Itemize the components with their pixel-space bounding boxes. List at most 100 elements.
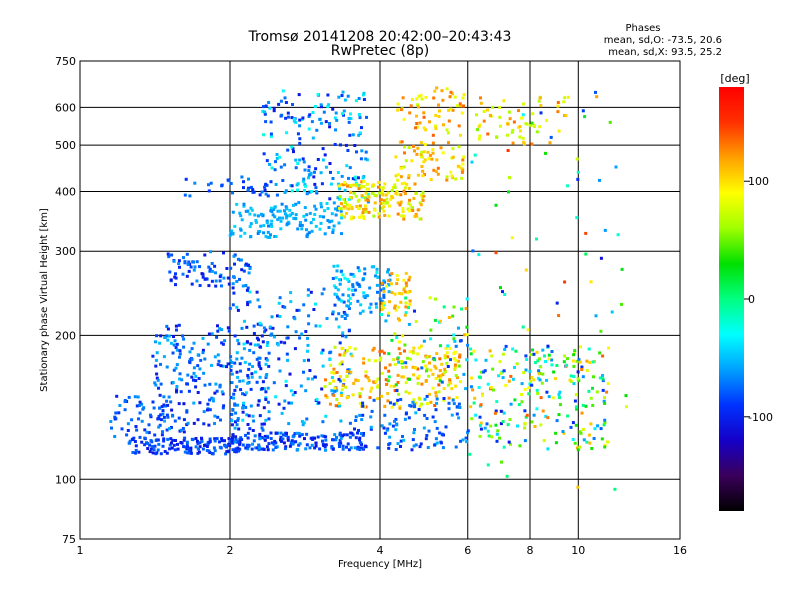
data-point (357, 429, 360, 432)
data-point (218, 385, 222, 389)
data-point (470, 417, 474, 421)
data-point (159, 418, 163, 422)
data-point (413, 149, 416, 153)
data-point (286, 220, 290, 224)
data-point (434, 377, 438, 380)
data-point (386, 392, 390, 395)
data-point (447, 396, 451, 400)
data-point (178, 377, 182, 381)
data-point (530, 383, 534, 387)
data-point (207, 284, 211, 288)
data-point (323, 209, 327, 213)
data-point (246, 423, 250, 426)
data-point (328, 382, 332, 386)
data-point (386, 379, 390, 383)
data-point (205, 449, 209, 452)
data-point (438, 357, 442, 361)
data-point (462, 93, 466, 97)
data-point (216, 363, 220, 367)
data-point (339, 207, 343, 211)
data-point (340, 360, 344, 364)
data-point (374, 302, 378, 306)
data-point (287, 115, 290, 119)
data-point (406, 291, 410, 295)
data-point (413, 215, 417, 218)
data-point (262, 437, 266, 441)
x-tick-label: 10 (571, 544, 585, 557)
data-point (569, 380, 573, 384)
data-point (275, 193, 279, 197)
data-point (288, 372, 292, 376)
data-point (182, 345, 186, 349)
data-point (409, 357, 412, 361)
data-point (324, 448, 327, 452)
data-point (342, 433, 346, 437)
data-point (219, 364, 223, 368)
data-point (238, 379, 242, 383)
data-point (267, 351, 271, 355)
data-point (537, 369, 541, 373)
data-point (295, 431, 299, 435)
data-point (257, 338, 260, 342)
data-point (490, 354, 494, 358)
data-point (576, 485, 580, 489)
data-point (292, 216, 296, 220)
data-point (256, 322, 260, 326)
data-point (366, 198, 370, 202)
data-point (532, 123, 536, 127)
data-point (231, 408, 235, 412)
grid-lines (80, 61, 680, 539)
data-point (595, 95, 599, 99)
data-point (209, 250, 213, 254)
data-point (186, 373, 190, 377)
data-point (399, 108, 403, 112)
data-point (229, 368, 233, 372)
data-point (167, 334, 171, 338)
data-point (478, 375, 481, 379)
data-point (214, 279, 218, 283)
data-point (238, 442, 242, 446)
data-point (358, 215, 362, 219)
data-point (346, 395, 350, 399)
data-point (249, 206, 253, 210)
data-point (301, 423, 305, 427)
data-point (164, 404, 167, 408)
data-point (246, 303, 250, 307)
data-point (182, 337, 186, 341)
data-point (382, 293, 386, 297)
data-point (401, 210, 405, 214)
data-point (115, 394, 119, 398)
data-point (287, 422, 291, 426)
data-point (350, 205, 354, 209)
data-point (332, 371, 336, 375)
data-point (541, 409, 545, 413)
data-point (555, 419, 559, 423)
chart-title: Tromsø 20141208 20:42:00–20:43:43 (248, 29, 512, 45)
y-tick-label: 600 (55, 101, 76, 114)
data-point (573, 351, 576, 355)
data-point (355, 183, 359, 186)
data-point (146, 447, 150, 450)
data-point (356, 266, 360, 270)
data-point (286, 435, 290, 439)
data-point (175, 385, 179, 388)
data-point (495, 400, 499, 404)
data-point (294, 440, 298, 444)
data-point (434, 437, 438, 441)
data-point (239, 388, 243, 392)
data-point (420, 150, 424, 154)
data-point (162, 439, 166, 443)
data-point (305, 417, 309, 421)
data-point (264, 192, 268, 196)
data-point (445, 87, 449, 91)
data-point (396, 317, 400, 321)
data-point (405, 182, 409, 186)
data-point (187, 389, 191, 393)
data-point (566, 357, 569, 361)
data-point (302, 421, 306, 425)
data-point (392, 402, 396, 406)
data-point (417, 94, 421, 98)
data-point (434, 408, 438, 412)
data-point (411, 400, 415, 404)
data-point (331, 107, 335, 111)
